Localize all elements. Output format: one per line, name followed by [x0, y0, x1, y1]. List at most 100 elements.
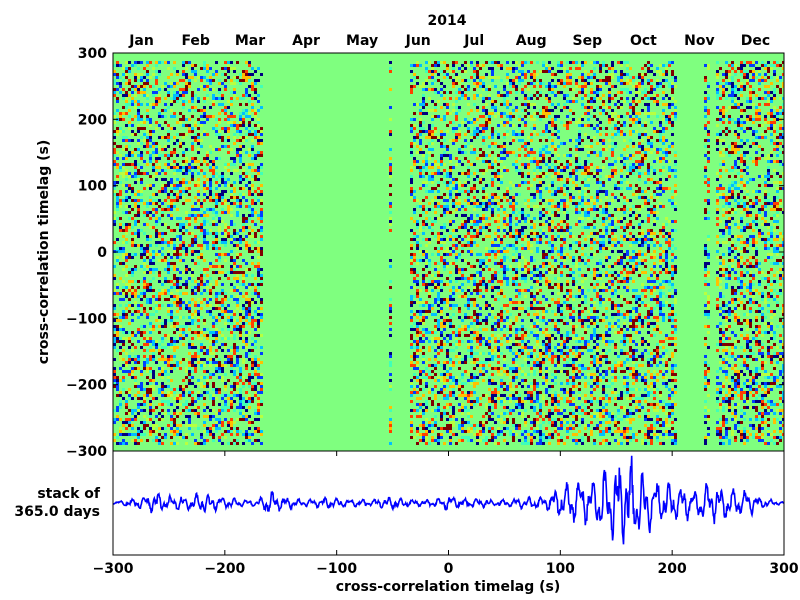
heatmap-cell	[176, 310, 179, 313]
heatmap-cell	[230, 385, 233, 388]
heatmap-cell	[131, 124, 134, 127]
heatmap-cell	[158, 337, 161, 340]
heatmap-cell	[437, 160, 440, 163]
heatmap-cell	[437, 232, 440, 235]
heatmap-cell	[449, 427, 452, 430]
heatmap-cell	[176, 370, 179, 373]
heatmap-cell	[122, 157, 125, 160]
heatmap-cell	[173, 241, 176, 244]
heatmap-cell	[434, 85, 437, 88]
heatmap-cell	[422, 82, 425, 85]
heatmap-cell	[185, 286, 188, 289]
heatmap-cell	[128, 421, 131, 424]
heatmap-cell	[239, 271, 242, 274]
heatmap-cell	[200, 319, 203, 322]
heatmap-cell	[221, 220, 224, 223]
heatmap-cell	[191, 148, 194, 151]
heatmap-cell	[149, 406, 152, 409]
heatmap-cell	[125, 94, 128, 97]
heatmap-cell	[248, 166, 251, 169]
heatmap-cell	[245, 184, 248, 187]
heatmap-cell	[128, 175, 131, 178]
heatmap-cell	[458, 289, 461, 292]
heatmap-cell	[113, 343, 116, 346]
heatmap-cell	[122, 307, 125, 310]
heatmap-cell	[413, 133, 416, 136]
heatmap-cell	[251, 157, 254, 160]
heatmap-cell	[251, 118, 254, 121]
heatmap-cell	[461, 70, 464, 73]
heatmap-cell	[455, 328, 458, 331]
heatmap-cell	[257, 406, 260, 409]
heatmap-cell	[203, 85, 206, 88]
heatmap-cell	[218, 313, 221, 316]
heatmap-cell	[251, 301, 254, 304]
heatmap-cell	[140, 241, 143, 244]
heatmap-cell	[242, 145, 245, 148]
heatmap-cell	[389, 433, 392, 436]
heatmap-cell	[437, 304, 440, 307]
heatmap-cell	[200, 361, 203, 364]
heatmap-cell	[191, 382, 194, 385]
heatmap-cell	[158, 166, 161, 169]
heatmap-cell	[413, 412, 416, 415]
heatmap-cell	[452, 349, 455, 352]
heatmap-cell	[440, 70, 443, 73]
heatmap-cell	[164, 403, 167, 406]
heatmap-cell	[128, 418, 131, 421]
heatmap-cell	[446, 67, 449, 70]
heatmap-cell	[260, 127, 263, 130]
heatmap-cell	[221, 127, 224, 130]
heatmap-cell	[239, 397, 242, 400]
heatmap-cell	[122, 349, 125, 352]
heatmap-cell	[194, 220, 197, 223]
heatmap-cell	[188, 412, 191, 415]
heatmap-cell	[122, 247, 125, 250]
heatmap-cell	[149, 184, 152, 187]
heatmap-cell	[242, 418, 245, 421]
heatmap-cell	[446, 343, 449, 346]
heatmap-cell	[233, 232, 236, 235]
heatmap-cell	[188, 409, 191, 412]
heatmap-cell	[230, 256, 233, 259]
heatmap-cell	[416, 223, 419, 226]
heatmap-cell	[125, 334, 128, 337]
heatmap-cell	[206, 127, 209, 130]
heatmap-cell	[422, 253, 425, 256]
heatmap-cell	[455, 82, 458, 85]
heatmap-cell	[446, 301, 449, 304]
heatmap-cell	[431, 346, 434, 349]
heatmap-cell	[419, 259, 422, 262]
heatmap-cell	[197, 217, 200, 220]
heatmap-cell	[410, 238, 413, 241]
heatmap-cell	[185, 124, 188, 127]
heatmap-cell	[131, 394, 134, 397]
heatmap-cell	[440, 106, 443, 109]
heatmap-cell	[443, 193, 446, 196]
heatmap-cell	[227, 304, 230, 307]
heatmap-cell	[254, 175, 257, 178]
heatmap-cell	[182, 163, 185, 166]
heatmap-cell	[164, 256, 167, 259]
heatmap-cell	[260, 238, 263, 241]
heatmap-cell	[125, 274, 128, 277]
heatmap-cell	[137, 175, 140, 178]
heatmap-cell	[164, 163, 167, 166]
heatmap-cell	[257, 160, 260, 163]
heatmap-cell	[146, 277, 149, 280]
heatmap-cell	[167, 262, 170, 265]
heatmap-cell	[425, 313, 428, 316]
heatmap-cell	[125, 421, 128, 424]
heatmap-cell	[164, 148, 167, 151]
heatmap-cell	[458, 403, 461, 406]
heatmap-cell	[449, 220, 452, 223]
heatmap-cell	[230, 370, 233, 373]
heatmap-cell	[245, 151, 248, 154]
heatmap-cell	[125, 313, 128, 316]
heatmap-cell	[227, 67, 230, 70]
heatmap-cell	[440, 433, 443, 436]
heatmap-cell	[431, 175, 434, 178]
heatmap-cell	[257, 187, 260, 190]
heatmap-cell	[197, 250, 200, 253]
heatmap-cell	[113, 91, 116, 94]
